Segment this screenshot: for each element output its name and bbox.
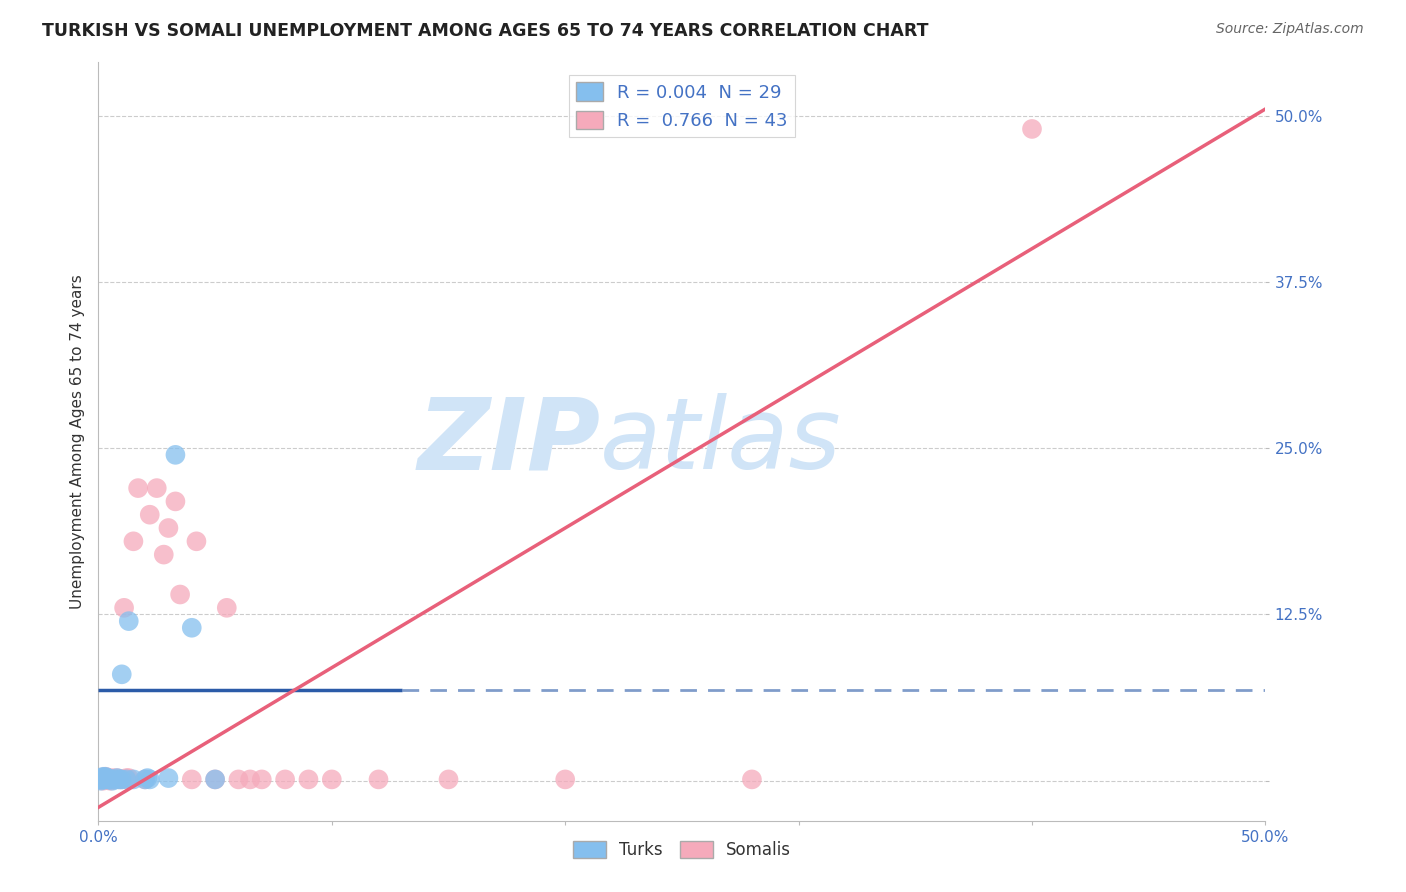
Point [554,772,576,787]
Point [297,772,319,787]
Point [127,481,149,495]
Point [91,771,114,785]
Point [105,771,128,785]
Text: Source: ZipAtlas.com: Source: ZipAtlas.com [1216,22,1364,37]
Point [97,772,120,787]
Point [146,481,169,495]
Point [180,772,202,787]
Point [165,448,187,462]
Point [115,771,138,785]
Point [136,771,159,785]
Point [104,772,127,787]
Point [97,772,120,787]
Point [98,773,121,788]
Point [741,772,763,787]
Point [274,772,297,787]
Text: TURKISH VS SOMALI UNEMPLOYMENT AMONG AGES 65 TO 74 YEARS CORRELATION CHART: TURKISH VS SOMALI UNEMPLOYMENT AMONG AGE… [42,22,929,40]
Text: ZIP: ZIP [418,393,600,490]
Point [104,772,127,787]
Point [94,771,117,785]
Point [97,771,120,785]
Point [228,772,250,787]
Y-axis label: Unemployment Among Ages 65 to 74 years: Unemployment Among Ages 65 to 74 years [69,274,84,609]
Point [111,772,134,787]
Point [105,771,128,785]
Point [94,772,117,787]
Point [139,508,162,522]
Point [108,772,131,787]
Point [101,771,124,785]
Point [94,770,117,784]
Point [122,534,145,549]
Point [186,534,208,549]
Point [437,772,460,787]
Point [97,771,120,785]
Point [90,772,112,787]
Point [91,772,114,787]
Point [98,772,121,787]
Point [91,770,114,784]
Point [101,773,124,788]
Point [90,772,112,787]
Point [204,772,226,787]
Point [157,521,180,535]
Point [321,772,343,787]
Point [98,772,121,787]
Point [215,600,238,615]
Point [1021,122,1043,136]
Point [94,770,117,784]
Text: atlas: atlas [600,393,842,490]
Point [157,771,180,785]
Point [152,548,174,562]
Point [122,772,145,787]
Point [169,587,191,601]
Point [87,772,110,787]
Point [134,772,156,787]
Point [111,772,134,787]
Point [204,772,226,787]
Legend: Turks, Somalis: Turks, Somalis [567,834,797,865]
Point [118,771,141,785]
Point [112,600,135,615]
Point [239,772,262,787]
Point [87,771,110,785]
Point [367,772,389,787]
Point [165,494,187,508]
Point [111,667,134,681]
Point [180,621,202,635]
Point [139,772,162,787]
Point [91,773,114,788]
Point [115,772,138,787]
Point [90,771,112,785]
Point [94,771,117,785]
Point [90,773,112,788]
Point [91,772,114,787]
Point [134,772,156,787]
Point [108,772,131,787]
Point [87,772,110,787]
Point [250,772,273,787]
Point [118,614,141,628]
